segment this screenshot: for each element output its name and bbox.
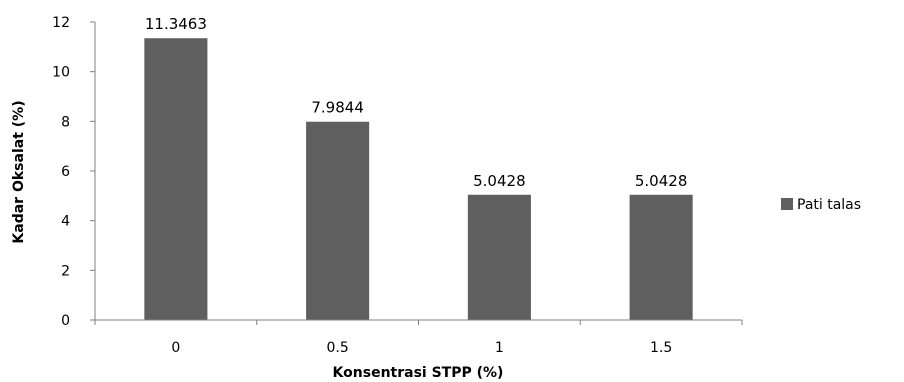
y-axis-title: Kadar Oksalat (%) xyxy=(11,100,27,243)
legend-label: Pati talas xyxy=(797,197,861,213)
x-axis-ticks: 0 0.5 1 1.5 xyxy=(94,320,743,356)
y-tick-label: 4 xyxy=(61,214,70,230)
x-tick-label: 0 xyxy=(171,340,180,356)
bar xyxy=(144,38,208,320)
data-labels: 11.3463 7.9844 5.0428 5.0428 xyxy=(145,15,688,190)
y-tick-label: 10 xyxy=(52,65,70,81)
data-label: 11.3463 xyxy=(145,15,207,33)
legend-swatch xyxy=(781,198,793,210)
x-tick-label: 0.5 xyxy=(326,340,348,356)
y-tick-label: 2 xyxy=(61,263,70,279)
y-tick-label: 12 xyxy=(52,15,70,31)
bar-series xyxy=(144,38,693,320)
bar xyxy=(467,194,531,320)
legend: Pati talas xyxy=(781,197,861,213)
y-axis-ticks: 0 2 4 6 8 10 12 xyxy=(52,15,95,329)
data-label: 7.9844 xyxy=(311,99,364,117)
y-tick-label: 6 xyxy=(61,164,70,180)
x-axis-title: Konsentrasi STPP (%) xyxy=(333,365,504,381)
bar xyxy=(629,194,693,320)
data-label: 5.0428 xyxy=(473,172,526,190)
x-tick-label: 1.5 xyxy=(650,340,672,356)
data-label: 5.0428 xyxy=(635,172,688,190)
x-tick-label: 1 xyxy=(495,340,504,356)
y-tick-label: 8 xyxy=(61,114,70,130)
bar xyxy=(306,121,370,320)
y-tick-label: 0 xyxy=(61,313,70,329)
